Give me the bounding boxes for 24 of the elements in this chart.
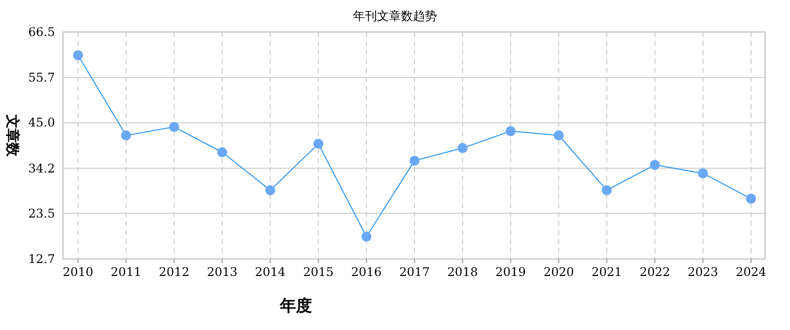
x-tick-label: 2022 [640, 265, 670, 279]
x-tick-label: 2020 [543, 265, 574, 279]
x-tick-label: 2019 [495, 265, 526, 279]
x-tick-label: 2017 [399, 265, 430, 279]
x-tick-label: 2011 [110, 265, 142, 279]
x-tick-label: 2018 [447, 265, 478, 279]
x-tick-label: 2014 [255, 265, 286, 279]
x-tick-label: 2016 [351, 265, 382, 279]
x-tick-label: 2010 [62, 265, 94, 279]
y-tick-label: 34.2 [28, 161, 55, 176]
x-tick-label: 2023 [688, 265, 718, 279]
x-tick-label: 2013 [206, 265, 238, 279]
chart-title: 年刊文章数趋势 [353, 9, 437, 23]
x-axis-title: 年度 [279, 296, 312, 315]
x-tick-label: 2015 [303, 265, 334, 279]
y-tick-label: 23.5 [28, 206, 55, 220]
x-tick-label: 2021 [592, 265, 622, 279]
y-axis-title: 文章数 [4, 114, 21, 158]
x-tick-label: 2024 [736, 265, 767, 279]
y-tick-label: 45.0 [28, 116, 55, 130]
y-tick-label: 66.5 [28, 25, 55, 39]
x-tick-label: 2012 [158, 265, 190, 279]
y-tick-label: 55.7 [28, 70, 55, 85]
y-tick-label: 12.7 [28, 252, 55, 266]
